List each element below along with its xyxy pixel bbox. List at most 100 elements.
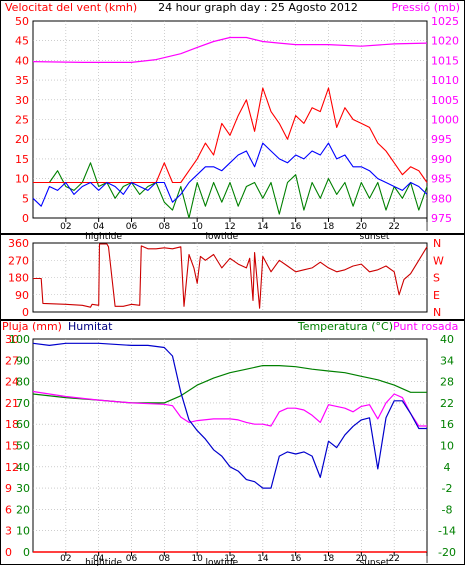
x-tick-label: 02: [60, 554, 71, 564]
rain-y-tick: 6: [5, 503, 12, 516]
rain-y-tick: 12: [5, 461, 19, 474]
rain-y-tick: 27: [5, 354, 19, 367]
x-event-label: lowtide: [205, 558, 238, 566]
humidity-y-tick: 20: [16, 503, 30, 516]
graph-date-title: 24 hour graph day : 25 Agosto 2012: [158, 1, 358, 14]
wind-y-tick: 25: [15, 114, 29, 127]
pressure-y-tick: 1010: [431, 74, 459, 87]
wind-y-tick: 20: [15, 133, 29, 146]
pressure-y-tick: 1000: [431, 114, 459, 127]
x-event-label: hightide: [85, 232, 122, 242]
temp-y-tick: 22: [440, 397, 454, 410]
wind-y-tick: 40: [15, 54, 29, 67]
x-tick-label: 06: [126, 222, 138, 232]
x-tick-label: 04: [93, 554, 105, 564]
x-tick-label: 22: [388, 222, 399, 232]
temp-plot-frame: [32, 338, 428, 553]
pressure-line: [32, 36, 428, 64]
humidity-y-tick: 30: [16, 482, 30, 495]
temp-y-tick: 34: [440, 354, 454, 367]
x-tick-label: 16: [290, 554, 302, 564]
humidity-y-tick: 100: [9, 333, 30, 346]
x-tick-label: 12: [224, 222, 235, 232]
x-tick-label: 12: [224, 554, 235, 564]
pressure-y-tick: 990: [431, 153, 452, 166]
direction-plot-grid: [33, 243, 427, 312]
compass-y-tick: N: [433, 306, 441, 319]
temp-y-tick: -20: [438, 546, 456, 559]
humidity-y-tick: 50: [16, 440, 30, 453]
temp-y-tick: -2: [442, 482, 453, 495]
rain-title: Pluja (mm): [2, 320, 62, 333]
temp-y-tick: -14: [438, 525, 456, 538]
humidity-title: Humitat: [68, 320, 113, 333]
pressure-y-tick: 985: [431, 173, 452, 186]
temp-y-tick: 40: [440, 333, 454, 346]
pressure-title: Pressió (mb): [391, 1, 460, 14]
wind-plot-frame: [32, 20, 428, 219]
x-tick-label: 08: [159, 554, 171, 564]
x-event-label: sunset: [360, 558, 390, 566]
x-tick-label: |: [425, 554, 428, 564]
x-tick-label: 14: [257, 554, 269, 564]
wind-y-tick: 15: [15, 153, 29, 166]
x-tick-label: 14: [257, 222, 269, 232]
wind-y-tick: 0: [22, 212, 29, 225]
rain-y-tick: 3: [5, 525, 12, 538]
wind-speed-line: [33, 87, 428, 184]
x-tick-label: 10: [191, 222, 203, 232]
direction-plot-series: [33, 243, 428, 309]
dew-point-title: Punt rosada: [393, 320, 458, 333]
x-event-label: sunset: [360, 232, 390, 242]
x-tick-label: 02: [60, 222, 71, 232]
pressure-y-tick: 975: [431, 212, 452, 225]
rain-y-tick: 18: [5, 418, 19, 431]
compass-y-tick: N: [433, 237, 441, 250]
humidity-y-tick: 90: [16, 354, 30, 367]
gust-line: [32, 142, 428, 207]
dew-point-line: [32, 390, 427, 427]
rain-y-tick: 15: [5, 440, 19, 453]
wind-plot-series: [32, 36, 428, 219]
wind-x-ticks: 02 04 06 08 10 12 14 16 18 20 22 | hightide lowtide su…: [60, 218, 429, 242]
x-tick-label: |: [425, 222, 428, 232]
wind-y-tick: 30: [15, 94, 29, 107]
temperature-title: Temperatura (°C): [297, 320, 393, 333]
pressure-y-right-ticks: 1025 1020 1015 1010 1005 1000 995 990 985 980 975: [431, 15, 459, 225]
wind-y-tick: 45: [15, 35, 29, 48]
compass-y-tick: W: [433, 254, 444, 267]
x-event-label: hightide: [85, 558, 122, 566]
temp-y-tick: -8: [442, 503, 453, 516]
rain-y-tick: 21: [5, 397, 19, 410]
x-tick-label: 10: [191, 554, 203, 564]
temp-y-tick: 16: [440, 418, 454, 431]
direction-y-left-ticks: 360 270 180 90 0: [8, 237, 29, 319]
direction-y-tick: 90: [15, 289, 29, 302]
temp-y-tick: 10: [440, 440, 454, 453]
rain-y-tick: 24: [5, 376, 19, 389]
humidity-line: [32, 342, 427, 489]
rain-y-tick: 9: [5, 482, 12, 495]
rain-y-tick: 30: [5, 333, 19, 346]
humidity-y-tick: 10: [16, 525, 30, 538]
wind-direction-line: [33, 243, 428, 309]
x-tick-label: 22: [388, 554, 399, 564]
wind-y-tick: 35: [15, 74, 29, 87]
compass-y-tick: S: [433, 272, 440, 285]
direction-y-tick: 270: [8, 254, 29, 267]
pressure-y-tick: 980: [431, 192, 452, 205]
direction-y-tick: 0: [22, 306, 29, 319]
pressure-y-tick: 1005: [431, 94, 459, 107]
humidity-y-tick: 0: [23, 546, 30, 559]
avg-wind-line: [33, 162, 428, 219]
x-tick-label: 16: [290, 222, 302, 232]
x-tick-label: 18: [323, 222, 335, 232]
temp-x-ticks: 02 04 06 08 10 12 14 16 18 20 22 | hightide lowtide su…: [60, 552, 429, 568]
temp-plot-grid: [33, 339, 427, 552]
pressure-y-tick: 1025: [431, 15, 459, 28]
